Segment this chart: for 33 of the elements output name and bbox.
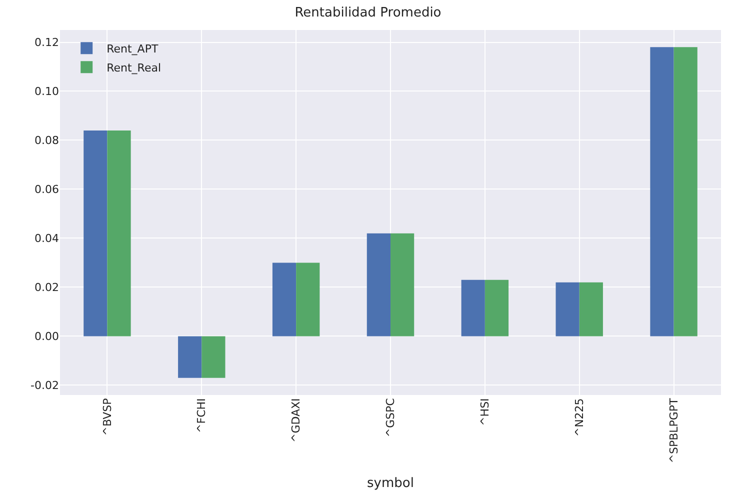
y-tick-label: 0.08	[34, 134, 59, 148]
legend-label: Rent_APT	[106, 42, 158, 56]
bar	[366, 233, 390, 336]
y-tick-label: -0.02	[30, 379, 59, 392]
x-tick-label: ^SPBLPGPT	[667, 398, 680, 464]
chart-title: Rentabilidad Promedio	[294, 6, 442, 21]
x-tick-label: ^BVSP	[100, 398, 114, 436]
x-axis-title: symbol	[367, 476, 414, 491]
x-tick-label: ^GSPC	[384, 398, 398, 438]
bar	[390, 233, 414, 336]
bar	[84, 130, 108, 336]
y-tick-label: 0.10	[34, 85, 59, 98]
bar	[202, 336, 226, 378]
bar	[272, 262, 296, 336]
y-tick-label: 0.02	[34, 281, 59, 294]
bar	[579, 282, 603, 336]
bar	[107, 130, 131, 336]
y-tick-label: 0.04	[34, 232, 59, 246]
bar	[296, 262, 320, 336]
legend-label: Rent_Real	[106, 61, 162, 74]
x-tick-label: ^FCHI	[195, 398, 208, 433]
y-tick-label: 0.12	[34, 36, 59, 50]
bar	[178, 336, 202, 378]
x-tick-label: ^GDAXI	[290, 398, 303, 443]
bar	[461, 280, 485, 336]
y-tick-label: 0.00	[34, 330, 59, 344]
bar	[556, 282, 580, 336]
bar	[484, 280, 509, 336]
x-tick-label: ^N225	[572, 398, 586, 437]
bar	[674, 47, 698, 336]
y-tick-label: 0.06	[34, 183, 59, 196]
x-tick-label: ^HSI	[478, 398, 492, 426]
bar	[650, 47, 674, 336]
